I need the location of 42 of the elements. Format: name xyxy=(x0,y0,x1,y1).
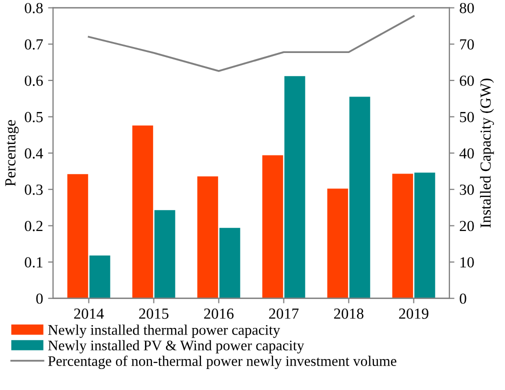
x-tick-label: 2016 xyxy=(204,308,234,319)
bar xyxy=(132,125,154,298)
y2-tick-label: 10 xyxy=(460,257,474,268)
x-tick-label: 2018 xyxy=(334,308,364,319)
y2-tick-label: 60 xyxy=(460,76,474,86)
y-tick-label: 0.3 xyxy=(24,184,43,195)
x-tick-label: 2014 xyxy=(74,308,104,319)
bar xyxy=(154,210,176,298)
bar xyxy=(197,176,218,298)
y2-tick-label: 50 xyxy=(460,112,474,122)
legend-label: Newly installed thermal power capacity xyxy=(48,324,280,338)
y-tick-label: 0.7 xyxy=(24,39,43,50)
y-tick-label: 0.5 xyxy=(24,112,43,122)
bar xyxy=(349,96,370,298)
bar xyxy=(219,228,240,298)
y2-tick-label: 40 xyxy=(459,148,474,159)
bar xyxy=(262,155,284,298)
y2-tick-label: 30 xyxy=(460,184,474,195)
y-tick-label: 0.6 xyxy=(24,76,43,86)
bar xyxy=(89,255,110,298)
bar xyxy=(392,174,414,298)
y-tick-label: 0.1 xyxy=(24,257,42,268)
y-tick-label: 0.8 xyxy=(24,2,43,14)
bar xyxy=(67,174,88,298)
x-tick-label: 2015 xyxy=(139,308,168,319)
y-tick-label: 0.4 xyxy=(24,148,44,159)
y2-tick-label: 80 xyxy=(460,2,474,14)
y2-tick-label: 70 xyxy=(460,39,474,50)
bar xyxy=(284,76,306,298)
y2-tick-label: 20 xyxy=(460,220,474,232)
y-axis-title: Percentage xyxy=(5,120,19,186)
line-series xyxy=(88,15,415,72)
y2-axis-title: Installed Capacity (GW) xyxy=(480,78,494,228)
legend-label: Percentage of non-thermal power newly investment volume xyxy=(48,356,396,370)
x-tick-label: 2017 xyxy=(269,308,299,319)
x-tick-label: 2019 xyxy=(399,308,428,319)
bar xyxy=(327,188,348,298)
bar xyxy=(414,172,436,298)
y2-tick-label: 0 xyxy=(460,293,466,304)
legend-label: Newly installed PV & Wind power capacity xyxy=(48,340,304,354)
y-tick-label: 0 xyxy=(36,293,43,304)
y-tick-label: 0.2 xyxy=(24,220,42,232)
